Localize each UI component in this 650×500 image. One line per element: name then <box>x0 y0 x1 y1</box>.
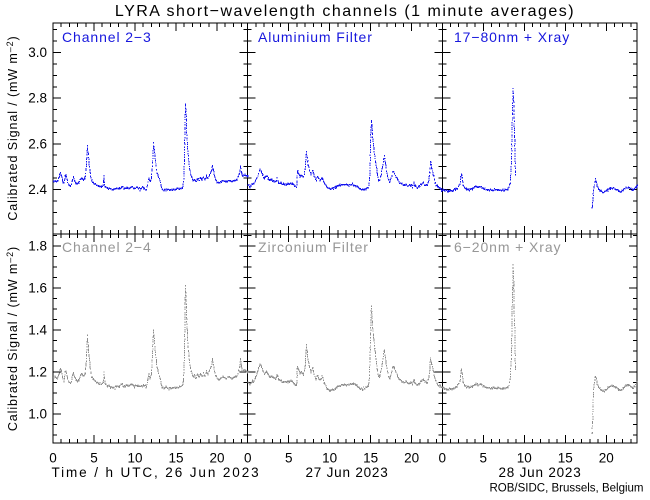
svg-text:1.4: 1.4 <box>28 323 47 338</box>
svg-text:5: 5 <box>90 451 98 466</box>
svg-text:0: 0 <box>49 451 57 466</box>
svg-text:10: 10 <box>322 451 337 466</box>
svg-text:Calibrated Signal / (mW m–2): Calibrated Signal / (mW m–2) <box>5 246 20 431</box>
svg-text:Calibrated Signal / (mW m–2): Calibrated Signal / (mW m–2) <box>5 35 20 220</box>
svg-text:2.8: 2.8 <box>28 91 47 106</box>
svg-text:6−20nm + Xray: 6−20nm + Xray <box>454 239 561 255</box>
svg-text:15: 15 <box>558 451 573 466</box>
svg-text:20: 20 <box>209 451 224 466</box>
svg-text:15: 15 <box>168 451 183 466</box>
svg-text:5: 5 <box>480 451 488 466</box>
svg-text:0: 0 <box>244 451 252 466</box>
svg-text:LYRA short−wavelength channels: LYRA short−wavelength channels (1 minute… <box>115 3 575 20</box>
svg-text:15: 15 <box>363 451 378 466</box>
svg-text:Zirconium Filter: Zirconium Filter <box>258 239 369 255</box>
svg-text:1.0: 1.0 <box>28 407 47 422</box>
svg-text:1.6: 1.6 <box>28 281 47 296</box>
svg-text:2.6: 2.6 <box>28 136 47 151</box>
svg-text:10: 10 <box>517 451 532 466</box>
svg-text:Channel 2−4: Channel 2−4 <box>62 239 152 255</box>
svg-text:Channel 2−3: Channel 2−3 <box>62 29 152 45</box>
svg-text:Time / h UTC, 26 Jun 2023: Time / h UTC, 26 Jun 2023 <box>51 465 260 480</box>
svg-text:3.0: 3.0 <box>28 45 47 60</box>
svg-text:10: 10 <box>127 451 142 466</box>
svg-text:20: 20 <box>404 451 419 466</box>
svg-text:ROB/SIDC, Brussels, Belgium: ROB/SIDC, Brussels, Belgium <box>489 483 643 495</box>
svg-text:17−80nm + Xray: 17−80nm + Xray <box>454 29 570 45</box>
svg-text:20: 20 <box>599 451 614 466</box>
svg-text:27 Jun 2023: 27 Jun 2023 <box>305 465 388 480</box>
svg-text:1.8: 1.8 <box>28 239 47 254</box>
svg-text:0: 0 <box>439 451 447 466</box>
svg-text:Aluminium Filter: Aluminium Filter <box>258 29 373 45</box>
svg-text:2.4: 2.4 <box>28 182 47 197</box>
svg-text:1.2: 1.2 <box>28 365 47 380</box>
svg-text:28 Jun 2023: 28 Jun 2023 <box>498 465 581 480</box>
svg-text:5: 5 <box>285 451 293 466</box>
